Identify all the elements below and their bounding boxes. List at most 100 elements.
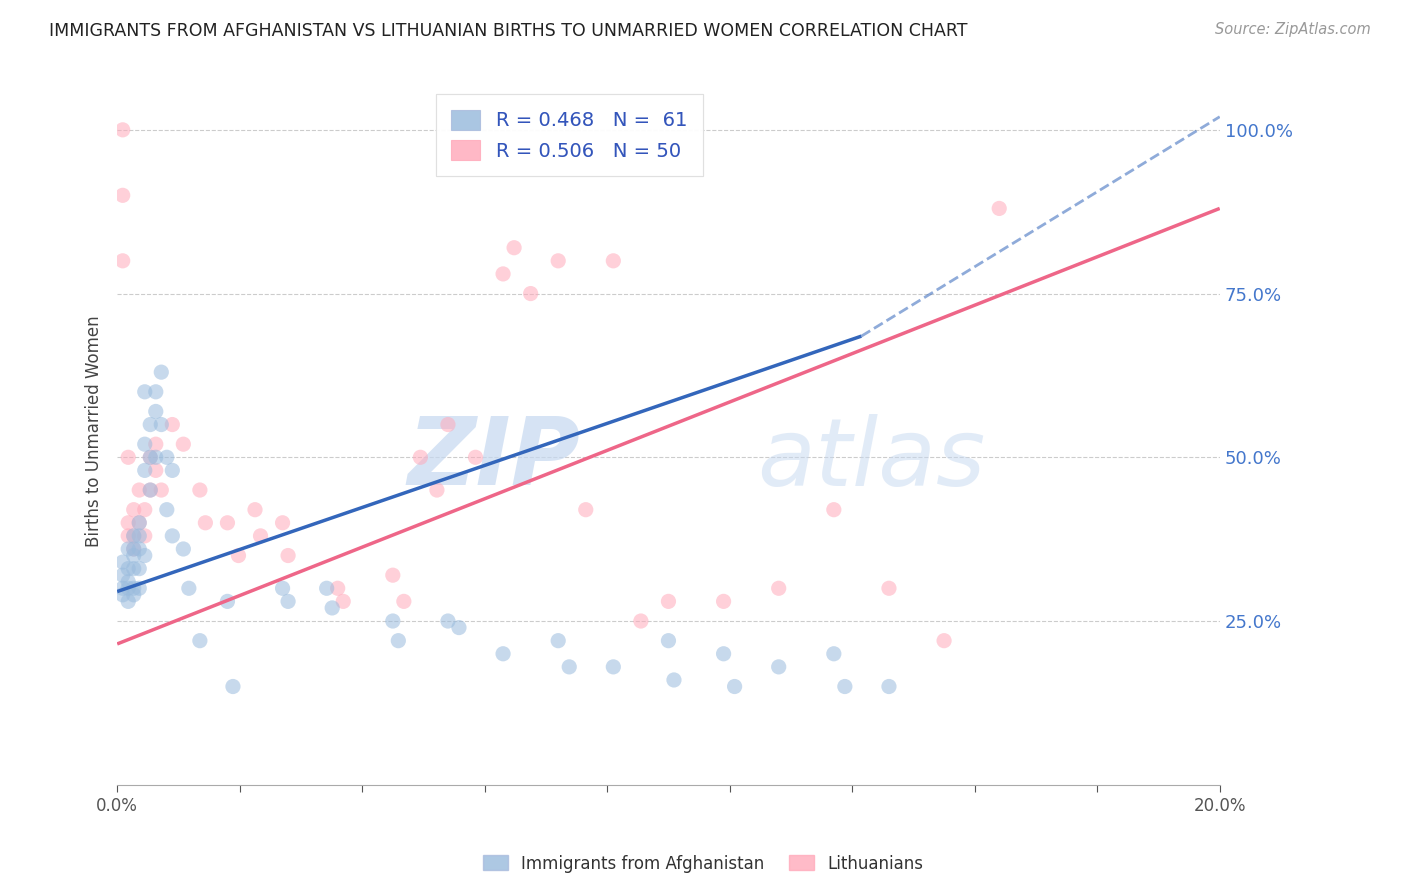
Point [145, 450, 167, 465]
Point [172, 541, 194, 556]
Point [271, 516, 294, 530]
Point [145, 404, 167, 418]
Point [134, 463, 156, 477]
Point [228, 549, 250, 563]
Point [321, 601, 343, 615]
Point [723, 680, 745, 694]
Point [117, 574, 139, 589]
Point [156, 502, 179, 516]
Point [834, 680, 856, 694]
Point [381, 614, 404, 628]
Point [134, 384, 156, 399]
Point [877, 680, 900, 694]
Point [387, 633, 409, 648]
Point [162, 529, 184, 543]
Point [222, 680, 245, 694]
Point [117, 450, 139, 465]
Legend: Immigrants from Afghanistan, Lithuanians: Immigrants from Afghanistan, Lithuanians [475, 848, 931, 880]
Point [657, 633, 679, 648]
Point [145, 437, 167, 451]
Point [134, 502, 156, 516]
Point [128, 561, 150, 575]
Point [128, 483, 150, 497]
Text: IMMIGRANTS FROM AFGHANISTAN VS LITHUANIAN BIRTHS TO UNMARRIED WOMEN CORRELATION : IMMIGRANTS FROM AFGHANISTAN VS LITHUANIA… [49, 22, 967, 40]
Point [128, 582, 150, 596]
Point [139, 483, 162, 497]
Point [150, 417, 173, 432]
Point [188, 633, 211, 648]
Point [823, 502, 845, 516]
Point [768, 582, 790, 596]
Point [122, 529, 145, 543]
Point [194, 516, 217, 530]
Point [122, 541, 145, 556]
Point [111, 123, 134, 137]
Point [177, 582, 200, 596]
Point [117, 561, 139, 575]
Point [657, 594, 679, 608]
Point [117, 516, 139, 530]
Point [117, 582, 139, 596]
Point [332, 594, 354, 608]
Point [122, 529, 145, 543]
Point [139, 483, 162, 497]
Point [409, 450, 432, 465]
Point [122, 502, 145, 516]
Point [243, 502, 266, 516]
Point [122, 549, 145, 563]
Point [122, 582, 145, 596]
Point [547, 633, 569, 648]
Point [162, 463, 184, 477]
Point [392, 594, 415, 608]
Point [277, 549, 299, 563]
Point [122, 541, 145, 556]
Point [988, 202, 1011, 216]
Point [602, 660, 624, 674]
Text: Source: ZipAtlas.com: Source: ZipAtlas.com [1215, 22, 1371, 37]
Point [713, 647, 735, 661]
Point [111, 555, 134, 569]
Point [447, 621, 470, 635]
Point [117, 594, 139, 608]
Point [437, 614, 460, 628]
Point [134, 437, 156, 451]
Point [156, 450, 179, 465]
Point [122, 561, 145, 575]
Point [932, 633, 955, 648]
Text: atlas: atlas [756, 414, 986, 505]
Point [630, 614, 652, 628]
Point [558, 660, 581, 674]
Point [713, 594, 735, 608]
Point [503, 241, 526, 255]
Point [128, 529, 150, 543]
Point [122, 588, 145, 602]
Point [128, 516, 150, 530]
Point [150, 365, 173, 379]
Legend: R = 0.468   N =  61, R = 0.506   N = 50: R = 0.468 N = 61, R = 0.506 N = 50 [436, 95, 703, 176]
Point [139, 417, 162, 432]
Point [426, 483, 449, 497]
Point [134, 529, 156, 543]
Point [437, 417, 460, 432]
Point [768, 660, 790, 674]
Y-axis label: Births to Unmarried Women: Births to Unmarried Women [86, 315, 103, 547]
Point [128, 541, 150, 556]
Point [139, 450, 162, 465]
Point [111, 568, 134, 582]
Point [172, 437, 194, 451]
Point [602, 253, 624, 268]
Point [271, 582, 294, 596]
Point [162, 417, 184, 432]
Point [145, 384, 167, 399]
Point [277, 594, 299, 608]
Point [492, 647, 515, 661]
Point [217, 594, 239, 608]
Point [111, 582, 134, 596]
Point [575, 502, 598, 516]
Point [662, 673, 685, 687]
Point [315, 582, 337, 596]
Point [823, 647, 845, 661]
Point [249, 529, 271, 543]
Point [111, 588, 134, 602]
Point [111, 188, 134, 202]
